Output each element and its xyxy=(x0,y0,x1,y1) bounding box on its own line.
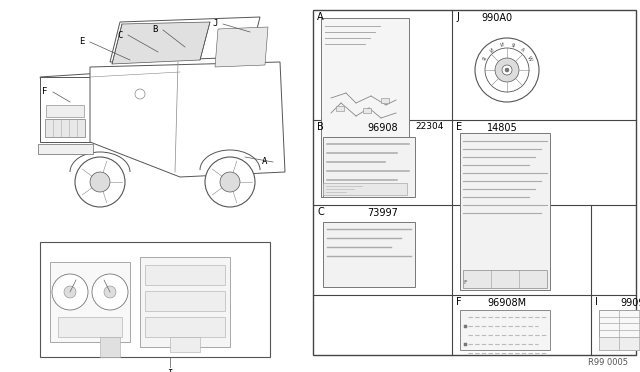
Text: B: B xyxy=(152,26,157,35)
Circle shape xyxy=(505,68,509,72)
Bar xyxy=(145,317,225,337)
Text: J: J xyxy=(212,19,218,29)
Polygon shape xyxy=(40,77,90,142)
Bar xyxy=(381,98,389,103)
Text: 96908M: 96908M xyxy=(488,298,527,308)
Text: 990A0: 990A0 xyxy=(481,13,513,23)
Text: C: C xyxy=(117,31,123,39)
Text: 99090: 99090 xyxy=(621,298,640,308)
Text: И: И xyxy=(499,43,504,48)
Circle shape xyxy=(92,274,128,310)
Text: W: W xyxy=(526,55,532,62)
Circle shape xyxy=(75,157,125,207)
Bar xyxy=(323,137,415,197)
Circle shape xyxy=(205,157,255,207)
Bar xyxy=(100,337,120,357)
Text: И: И xyxy=(489,47,495,53)
Bar xyxy=(313,10,636,355)
Text: E: E xyxy=(456,122,462,132)
Bar xyxy=(323,183,407,195)
Bar xyxy=(599,310,640,350)
Bar xyxy=(464,325,467,328)
Bar xyxy=(599,337,640,350)
Polygon shape xyxy=(112,22,210,64)
Text: I: I xyxy=(167,369,173,372)
Bar xyxy=(50,262,130,342)
Text: E: E xyxy=(79,38,84,46)
Bar xyxy=(323,222,415,287)
Text: A: A xyxy=(317,12,324,22)
Text: F: F xyxy=(42,87,48,96)
Bar xyxy=(464,343,467,346)
Circle shape xyxy=(220,172,240,192)
Bar xyxy=(38,144,93,154)
Circle shape xyxy=(475,38,539,102)
Bar xyxy=(145,291,225,311)
Bar xyxy=(46,105,84,117)
Text: B: B xyxy=(317,122,324,132)
Polygon shape xyxy=(215,27,268,67)
Polygon shape xyxy=(90,62,285,177)
Text: 14805: 14805 xyxy=(486,123,517,133)
Text: I: I xyxy=(595,297,598,307)
Bar xyxy=(140,257,230,347)
Text: F: F xyxy=(463,280,467,285)
Text: Я: Я xyxy=(510,43,515,48)
Text: A: A xyxy=(262,157,268,167)
Bar xyxy=(321,18,409,197)
Text: A: A xyxy=(520,47,525,53)
Text: R99 0005: R99 0005 xyxy=(588,358,628,367)
Text: 22304: 22304 xyxy=(415,122,444,131)
Bar xyxy=(40,242,270,357)
Bar xyxy=(336,106,344,111)
Polygon shape xyxy=(40,67,195,117)
Circle shape xyxy=(104,286,116,298)
Text: Я: Я xyxy=(482,56,488,61)
Bar xyxy=(45,119,85,137)
Circle shape xyxy=(135,89,145,99)
Bar xyxy=(58,317,122,337)
Text: 73997: 73997 xyxy=(367,208,399,218)
Circle shape xyxy=(485,48,529,92)
Circle shape xyxy=(495,58,519,82)
Circle shape xyxy=(90,172,110,192)
Polygon shape xyxy=(110,17,260,62)
Text: C: C xyxy=(317,207,324,217)
Text: 96908: 96908 xyxy=(368,123,398,133)
Text: F: F xyxy=(456,297,461,307)
Bar xyxy=(463,270,547,288)
Text: J: J xyxy=(456,12,459,22)
Bar xyxy=(460,310,550,350)
Bar xyxy=(170,337,200,352)
Circle shape xyxy=(52,274,88,310)
Circle shape xyxy=(502,65,512,75)
Bar xyxy=(460,133,550,290)
Circle shape xyxy=(64,286,76,298)
Bar xyxy=(363,108,371,113)
Bar xyxy=(145,265,225,285)
